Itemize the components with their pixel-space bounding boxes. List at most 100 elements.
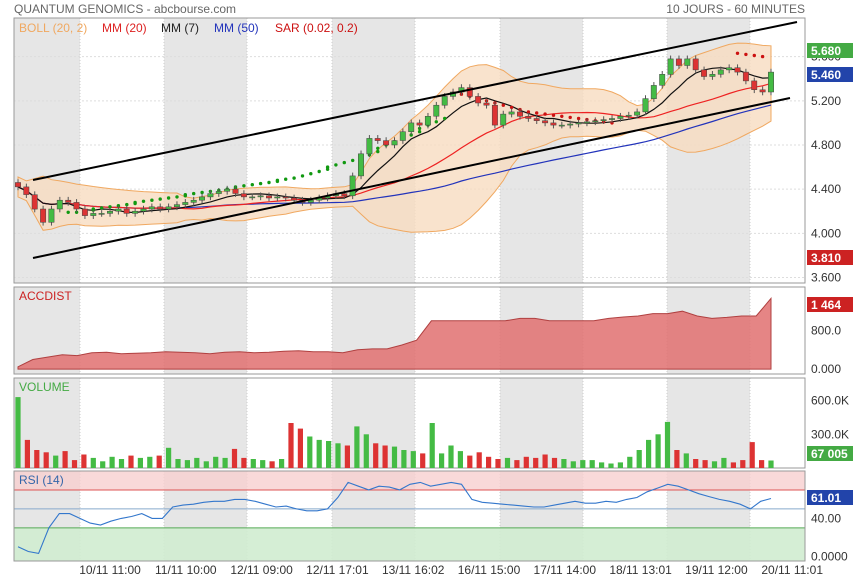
candle-body bbox=[31, 194, 38, 210]
volume-bar bbox=[721, 457, 727, 468]
sar-dot bbox=[760, 54, 765, 59]
sar-dot bbox=[133, 200, 137, 205]
legend-mm7: MM (7) bbox=[161, 21, 199, 35]
volume-bar bbox=[589, 460, 595, 468]
candle-body bbox=[491, 104, 498, 126]
volume-bar bbox=[15, 397, 21, 468]
candle-body bbox=[567, 123, 574, 126]
volume-bar bbox=[53, 455, 59, 468]
sar-dot bbox=[509, 105, 514, 110]
sar-dot bbox=[125, 202, 129, 207]
volume-bar bbox=[561, 459, 567, 468]
session-band bbox=[500, 378, 583, 468]
sar-dot bbox=[267, 180, 271, 185]
candle-body bbox=[173, 204, 180, 208]
legend-sar: SAR (0.02, 0.2) bbox=[275, 21, 358, 35]
sar-dot bbox=[560, 114, 564, 119]
volume-bar bbox=[608, 463, 614, 468]
candle-body bbox=[23, 186, 30, 195]
sar-dot bbox=[317, 169, 321, 174]
candle-body bbox=[634, 111, 641, 116]
x-tick-label: 11/11 10:00 bbox=[155, 563, 217, 577]
sar-dot bbox=[735, 51, 740, 55]
candle-body bbox=[182, 202, 189, 205]
volume-bar bbox=[702, 460, 708, 468]
volume-bar bbox=[373, 443, 379, 469]
candle-body bbox=[366, 138, 373, 155]
price-tick-label: 4.800 bbox=[811, 138, 841, 152]
candle-body bbox=[517, 111, 523, 117]
last-high-tag bbox=[807, 43, 853, 58]
price-legend: BOLL (20, 2) MM (20) MM (7) MM (50) SAR … bbox=[19, 21, 358, 35]
volume-bar bbox=[90, 457, 96, 468]
volume-bar bbox=[514, 460, 520, 468]
volume-bar bbox=[109, 456, 115, 469]
x-axis: 10/11 11:00 11/11 10:00 12/11 09:00 12/11 1… bbox=[79, 563, 823, 577]
last-close-tag bbox=[807, 67, 853, 82]
legend-mm20: MM (20) bbox=[102, 21, 147, 35]
candle-body bbox=[399, 131, 406, 141]
candle-body bbox=[215, 191, 222, 194]
candle-body bbox=[734, 67, 741, 73]
legend-boll: BOLL (20, 2) bbox=[19, 21, 87, 35]
volume-bar bbox=[344, 445, 350, 468]
sar-dot bbox=[166, 196, 171, 200]
volume-bar bbox=[34, 450, 40, 468]
session-band bbox=[14, 18, 80, 283]
volume-bar bbox=[326, 441, 332, 468]
candle-body bbox=[475, 96, 482, 104]
sar-dot bbox=[284, 177, 288, 181]
x-tick-label: 13/11 16:02 bbox=[382, 563, 445, 577]
candles bbox=[15, 55, 774, 226]
volume-bar bbox=[467, 455, 473, 468]
last-high-label: 5.680 bbox=[811, 44, 841, 58]
rsi-panel-frame bbox=[13, 470, 806, 562]
volume-bar bbox=[749, 442, 755, 468]
sar-dots bbox=[66, 51, 765, 214]
sar-dot bbox=[376, 149, 380, 154]
x-tick-label: 12/11 17:01 bbox=[306, 563, 369, 577]
candle-body bbox=[115, 208, 122, 212]
sar-dot bbox=[551, 113, 556, 117]
last-low-label: 3.810 bbox=[811, 251, 841, 265]
candle-body bbox=[424, 116, 431, 126]
volume-bar bbox=[636, 450, 642, 468]
candle-body bbox=[65, 199, 72, 203]
sar-dot bbox=[568, 115, 572, 120]
candle-body bbox=[558, 124, 565, 127]
volume-bar bbox=[439, 453, 445, 468]
volume-bar bbox=[71, 460, 78, 468]
rsi-line bbox=[17, 481, 772, 555]
trend-channel bbox=[32, 21, 798, 259]
rsi-tick-label: 0.0000 bbox=[811, 549, 848, 563]
volume-bar bbox=[147, 456, 153, 469]
volume-bar bbox=[570, 461, 576, 469]
volume-bar bbox=[184, 460, 190, 468]
volume-bar bbox=[62, 451, 68, 468]
volume-bar bbox=[382, 445, 388, 468]
sar-dot bbox=[501, 103, 505, 107]
volume-last-label: 67 005 bbox=[811, 447, 848, 461]
candle-body bbox=[575, 122, 582, 125]
sar-dot bbox=[200, 190, 204, 195]
candle-body bbox=[123, 208, 130, 214]
sar-dot bbox=[526, 110, 531, 114]
price-panel: BOLL (20, 2) MM (20) MM (7) MM (50) SAR … bbox=[13, 17, 853, 285]
candle-body bbox=[692, 58, 699, 71]
volume-bar bbox=[542, 454, 548, 468]
volume-bar bbox=[166, 447, 172, 469]
candle-body bbox=[81, 208, 88, 216]
volume-bar bbox=[580, 460, 586, 468]
candle-body bbox=[383, 140, 390, 146]
volume-bar bbox=[203, 461, 209, 469]
x-tick-label: 19/11 12:00 bbox=[685, 563, 748, 577]
candle-body bbox=[483, 102, 490, 106]
sar-dot bbox=[309, 172, 313, 176]
volume-bar bbox=[448, 445, 454, 468]
rsi-oversold-zone bbox=[14, 527, 805, 561]
volume-title: VOLUME bbox=[19, 380, 70, 394]
volume-bar bbox=[693, 459, 699, 468]
accdist-y-axis: 800.0 0.000 bbox=[811, 324, 841, 377]
rsi-y-axis: 0.0000 40.00 bbox=[811, 511, 848, 563]
